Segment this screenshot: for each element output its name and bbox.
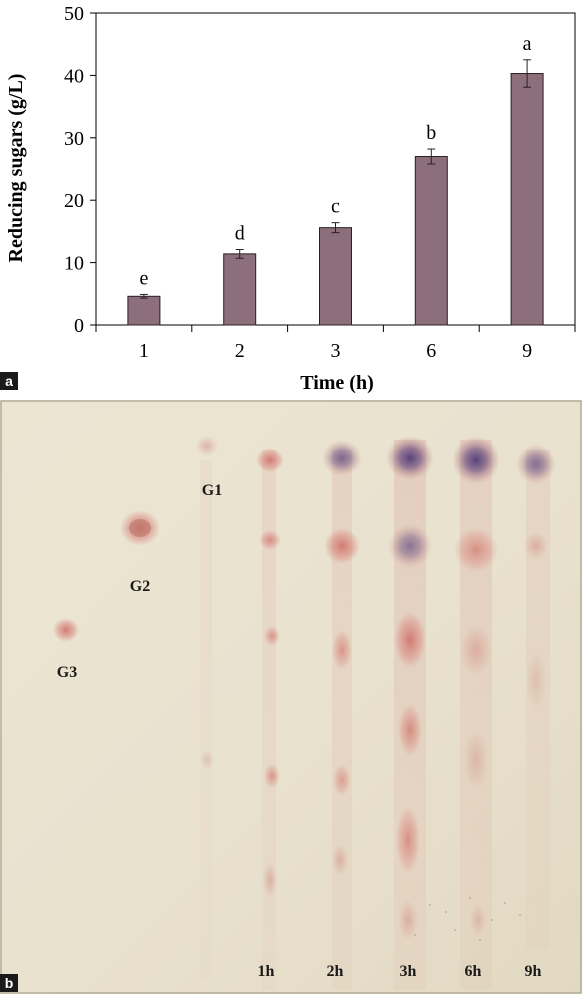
sample-lane-9h	[516, 444, 556, 950]
significance-letter: b	[426, 122, 436, 144]
sample-lane-6h	[452, 436, 500, 990]
y-axis-label: Reducing sugars (g/L)	[5, 74, 27, 263]
sample-lane-3h	[386, 436, 434, 990]
y-tick-label: 40	[64, 65, 84, 87]
lane-label-1h: 1h	[258, 963, 275, 980]
standard-label-g3: G3	[57, 664, 77, 681]
lane-label-6h: 6h	[465, 963, 482, 980]
y-tick-label: 50	[64, 3, 84, 25]
standard-lane-g2	[120, 510, 160, 546]
y-tick-label: 20	[64, 190, 84, 212]
sample-lane-2h	[322, 440, 362, 990]
lane-label-2h: 2h	[327, 963, 344, 980]
x-tick-label: 1	[139, 340, 149, 362]
bar	[223, 253, 257, 326]
x-tick-label: 2	[235, 340, 245, 362]
panel-letter-b: b	[0, 974, 18, 992]
x-tick-label: 9	[522, 340, 532, 362]
standard-label-g2: G2	[130, 578, 150, 595]
x-tick-label: 3	[331, 340, 341, 362]
standard-label-g1: G1	[202, 482, 222, 499]
x-tick-label: 6	[426, 340, 436, 362]
standard-lane-g1	[196, 436, 218, 980]
plate-background	[0, 400, 582, 994]
lane-label-3h: 3h	[400, 963, 417, 980]
x-axis-label: Time (h)	[300, 372, 374, 394]
sample-lane-1h	[256, 448, 284, 990]
bar	[414, 156, 448, 326]
plate-speckles	[414, 897, 521, 941]
bar	[319, 227, 352, 326]
panel-b-tlc-plate: G3 G2 G1 1h 2h 3h 6h 9h b	[0, 400, 582, 994]
significance-letter: a	[523, 33, 532, 55]
plate-border	[0, 400, 582, 994]
y-tick-label: 30	[64, 128, 84, 150]
standard-lane-g3	[53, 618, 79, 642]
panel-a-chart: 0 10 20 30 40 50 e 1 d 2 c 3 b 6 a 9 Reducing sugars (…	[0, 0, 582, 396]
significance-letter: d	[235, 222, 245, 244]
panel-letter-a: a	[0, 372, 18, 390]
bar-chart: 0 10 20 30 40 50 e 1 d 2 c 3 b 6 a 9 Reducing sugars (…	[5, 3, 576, 394]
bar	[127, 295, 161, 326]
lane-label-9h: 9h	[525, 963, 542, 980]
significance-letter: e	[139, 267, 148, 289]
tlc-plate: G3 G2 G1 1h 2h 3h 6h 9h	[0, 400, 582, 994]
bar	[510, 73, 544, 326]
y-tick-label: 10	[64, 253, 84, 275]
y-tick-label: 0	[74, 315, 84, 337]
significance-letter: c	[331, 196, 340, 218]
